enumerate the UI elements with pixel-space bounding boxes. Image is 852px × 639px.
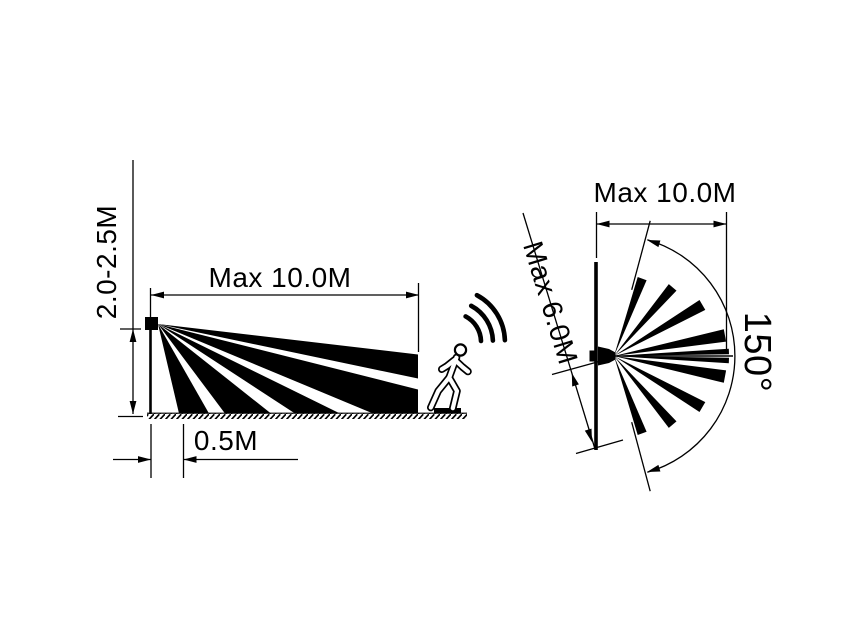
arrow-up-icon <box>129 329 137 342</box>
side-max-range-dimension <box>151 283 420 352</box>
floor-mark <box>434 408 461 414</box>
angle-arc <box>647 239 736 473</box>
detection-beam <box>614 348 729 356</box>
coverage-angle-annotation <box>631 220 736 492</box>
detection-beam <box>614 277 647 356</box>
top-max-range-dimension <box>595 212 728 350</box>
detection-beam <box>158 324 418 379</box>
mount-height-dimension <box>118 160 143 418</box>
detection-beam <box>614 356 727 383</box>
detection-beam <box>614 356 706 412</box>
side-view-beam-fan <box>158 324 418 414</box>
arrow-up-left-icon <box>571 373 579 387</box>
arrow-arc-bottom-icon <box>647 464 661 472</box>
arrow-right-icon <box>713 220 727 228</box>
arrow-down-icon <box>129 401 137 414</box>
detection-beam <box>158 324 271 414</box>
motion-waves-icon <box>463 292 508 344</box>
top-max-range-label: Max 10.0M <box>593 177 737 208</box>
detection-beam <box>158 324 418 414</box>
sensor-top-view <box>598 346 616 366</box>
person-head <box>453 343 468 357</box>
detection-beam <box>158 324 209 414</box>
top-view-figure <box>522 212 736 492</box>
dead-zone-label: 0.5M <box>193 425 259 456</box>
coverage-angle-label: 150° <box>736 311 778 393</box>
arrow-left-icon <box>596 220 610 228</box>
arrow-arc-top-icon <box>647 240 661 248</box>
detection-beam <box>614 356 647 435</box>
detection-beam <box>614 356 677 428</box>
detection-beam <box>614 300 706 356</box>
side-view-figure <box>113 160 508 478</box>
arrow-down-right-icon <box>584 428 592 442</box>
arrow-left-icon <box>183 456 197 463</box>
detection-beam <box>158 324 340 414</box>
wall-line-top-view <box>594 262 598 450</box>
dead-zone-dimension <box>113 424 298 478</box>
sensor-back-tab <box>589 350 595 362</box>
arrow-left-icon <box>151 291 164 299</box>
arrow-right-icon <box>406 291 419 299</box>
floor-line <box>147 408 467 419</box>
top-view-beam-fan <box>614 277 729 435</box>
walking-person-icon <box>427 343 472 412</box>
side-max-range-label: Max 10.0M <box>208 262 352 293</box>
arrow-right-icon <box>138 456 151 463</box>
mount-height-label: 2.0-2.5M <box>91 204 122 320</box>
detection-beam <box>614 329 727 356</box>
detection-beam <box>614 356 729 364</box>
detection-beam <box>614 284 677 356</box>
sensor-side-view <box>145 317 158 330</box>
